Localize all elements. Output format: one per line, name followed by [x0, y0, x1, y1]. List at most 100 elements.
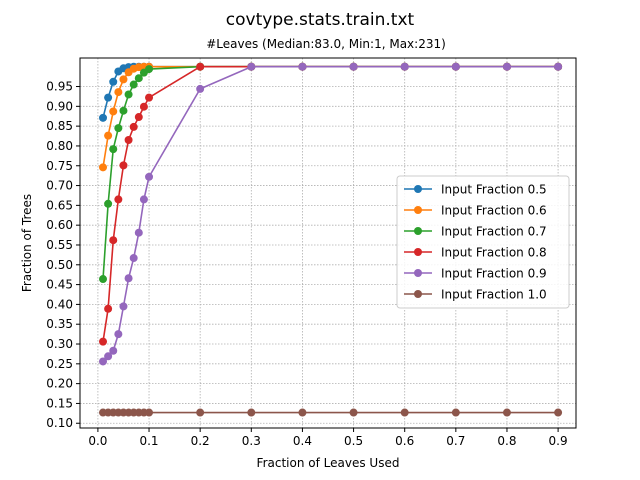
data-point [109, 145, 118, 154]
data-point [99, 275, 108, 284]
x-tick-label: 0.8 [497, 434, 516, 448]
legend-item: Input Fraction 0.8 [404, 246, 547, 260]
data-point [109, 346, 118, 355]
y-tick-label: 0.40 [46, 297, 73, 311]
y-tick-label: 0.20 [46, 377, 73, 391]
legend-item: Input Fraction 0.5 [404, 183, 547, 197]
y-tick-label: 0.25 [46, 357, 73, 371]
data-point [451, 408, 460, 417]
data-point [502, 62, 511, 71]
legend-item: Input Fraction 0.6 [404, 204, 547, 218]
y-tick-label: 0.30 [46, 337, 73, 351]
data-point [99, 337, 108, 346]
data-point [145, 65, 154, 74]
y-tick-label: 0.35 [46, 317, 73, 331]
x-tick-label: 0.7 [446, 434, 465, 448]
y-tick-label: 0.15 [46, 396, 73, 410]
data-point [247, 408, 256, 417]
data-point [247, 62, 256, 71]
x-tick-label: 0.2 [191, 434, 210, 448]
plot-frame [79, 57, 577, 429]
data-point [99, 163, 108, 172]
y-tick-label: 0.45 [46, 278, 73, 292]
data-point [114, 88, 123, 97]
legend-marker [414, 290, 422, 298]
y-axis-ticks: 0.10 0.15 0.20 0.25 0.30 0.35 0.40 0.45 0.50 0.55… [46, 80, 80, 430]
data-point [400, 408, 409, 417]
data-point [349, 408, 358, 417]
data-point [400, 62, 409, 71]
y-axis-label: Fraction of Trees [20, 194, 34, 292]
series-6 [99, 408, 563, 417]
data-point [554, 408, 563, 417]
y-tick-label: 0.75 [46, 159, 73, 173]
y-tick-label: 0.10 [46, 416, 73, 430]
data-point [104, 131, 113, 140]
data-point [104, 93, 113, 102]
chart-subtitle: #Leaves (Median:83.0, Min:1, Max:231) [206, 37, 446, 51]
x-tick-label: 0.6 [395, 434, 414, 448]
data-point [104, 352, 113, 361]
legend-label: Input Fraction 0.6 [441, 204, 547, 218]
y-tick-label: 0.90 [46, 99, 73, 113]
legend-box [396, 175, 570, 309]
x-axis-label: Fraction of Leaves Used [257, 456, 400, 470]
data-point [124, 136, 133, 144]
data-point [124, 274, 133, 283]
legend-item: Input Fraction 0.7 [404, 225, 547, 239]
y-tick-label: 0.60 [46, 218, 73, 232]
legend-label: Input Fraction 1.0 [441, 288, 547, 302]
data-point [134, 74, 143, 83]
data-point [119, 161, 128, 170]
legend-marker [414, 227, 422, 235]
data-point [119, 302, 128, 311]
x-tick-label: 0.5 [344, 434, 363, 448]
data-point [109, 77, 118, 86]
data-point [129, 254, 138, 263]
data-point [109, 107, 118, 116]
data-point [119, 75, 128, 84]
legend-marker [414, 248, 422, 256]
x-tick-label: 0.4 [293, 434, 312, 448]
x-tick-label: 0.1 [139, 434, 158, 448]
chart-title: covtype.stats.train.txt [226, 10, 415, 30]
data-point [104, 304, 113, 313]
data-point [114, 330, 123, 339]
series-layer [99, 62, 563, 417]
legend: Input Fraction 0.5 Input Fraction 0.6 Inpu… [396, 175, 570, 309]
y-tick-label: 0.85 [46, 119, 73, 133]
data-point [139, 195, 148, 204]
legend-label: Input Fraction 0.9 [441, 267, 547, 281]
data-point [129, 80, 138, 89]
data-point [119, 106, 128, 115]
legend-label: Input Fraction 0.7 [441, 225, 547, 239]
legend-marker [414, 185, 422, 193]
data-point [196, 84, 205, 93]
data-point [114, 124, 123, 133]
data-point [554, 62, 563, 71]
data-point [129, 122, 138, 131]
legend-marker [414, 269, 422, 277]
data-point [99, 357, 108, 366]
legend-item: Input Fraction 1.0 [404, 288, 547, 302]
y-tick-label: 0.65 [46, 198, 73, 212]
data-point [196, 62, 205, 71]
data-point [99, 113, 108, 122]
y-tick-label: 0.55 [46, 238, 73, 252]
y-tick-label: 0.80 [46, 139, 73, 153]
legend-label: Input Fraction 0.8 [441, 246, 547, 260]
y-tick-label: 0.70 [46, 179, 73, 193]
x-tick-label: 0.9 [549, 434, 568, 448]
x-tick-label: 0.0 [88, 434, 107, 448]
data-point [196, 408, 205, 417]
data-point [145, 172, 154, 181]
data-point [139, 102, 148, 111]
data-point [104, 199, 113, 208]
y-tick-label: 0.50 [46, 258, 73, 272]
data-point [298, 62, 307, 71]
data-point [502, 408, 511, 417]
data-point [145, 93, 154, 102]
data-point [109, 236, 118, 245]
x-tick-label: 0.3 [242, 434, 261, 448]
